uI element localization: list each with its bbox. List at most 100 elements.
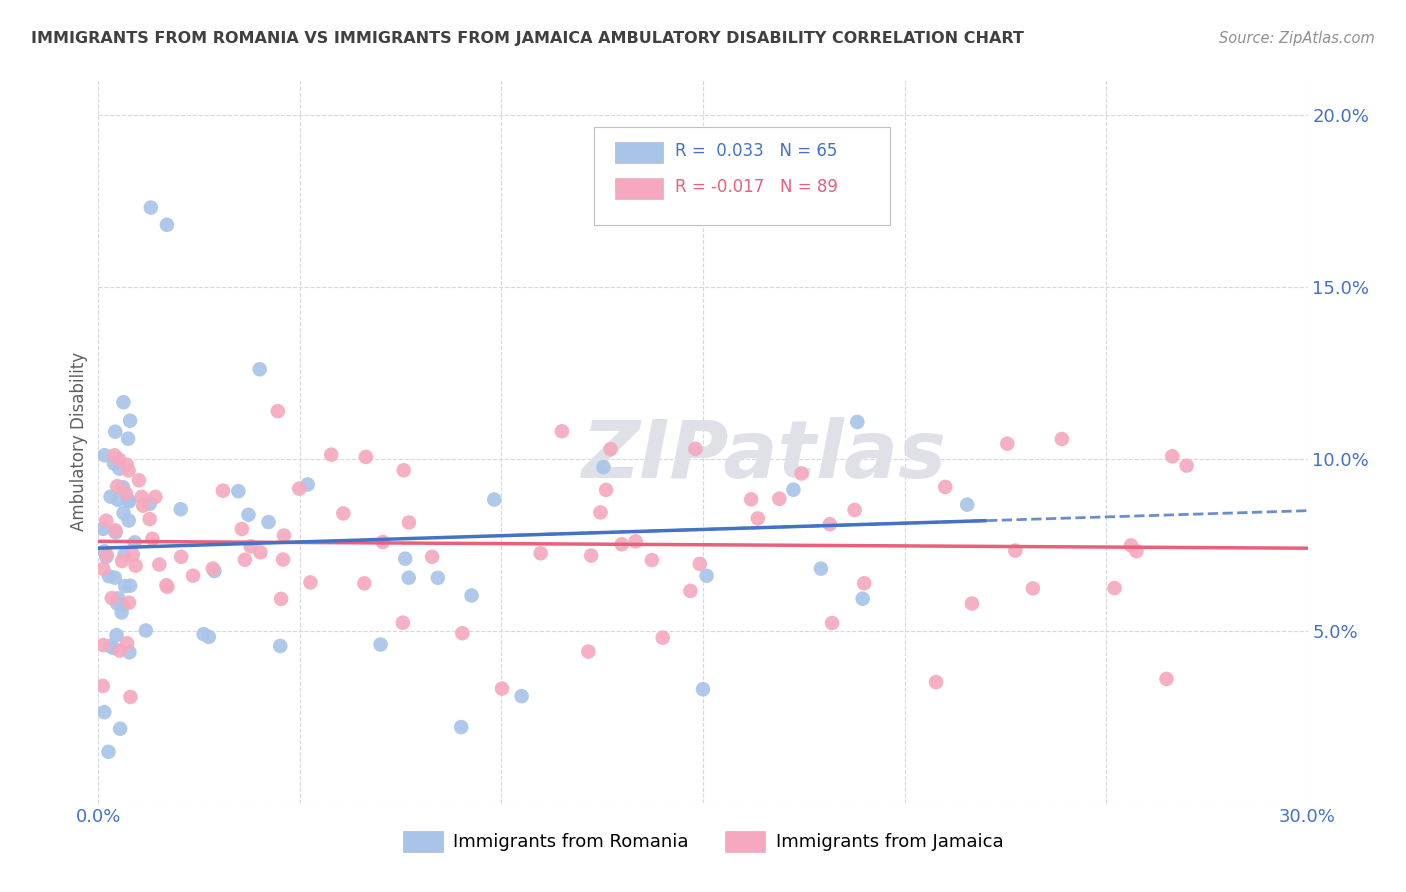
Point [782, 483, 804, 497]
Point [925, 675, 948, 690]
Point [354, 450, 377, 464]
Point [115, 486, 138, 500]
Point [212, 483, 235, 498]
Point [353, 576, 375, 591]
Point [589, 505, 612, 519]
Point [104, 425, 127, 439]
Point [510, 689, 533, 703]
Point [491, 681, 513, 696]
Point [1104, 581, 1126, 595]
Point [853, 576, 876, 591]
Point [112, 506, 135, 520]
Point [1004, 543, 1026, 558]
FancyBboxPatch shape [595, 128, 890, 225]
Point [692, 682, 714, 697]
Point [124, 535, 146, 549]
Point [131, 490, 153, 504]
Point [1125, 544, 1147, 558]
Point [579, 549, 602, 563]
Point [114, 579, 136, 593]
Point [112, 395, 135, 409]
Point [107, 591, 129, 606]
Point [138, 512, 160, 526]
Point [145, 490, 167, 504]
Point [595, 483, 617, 497]
Point [98, 639, 121, 653]
Point [108, 722, 131, 736]
Point [740, 492, 762, 507]
Point [97, 569, 120, 583]
Point [768, 491, 790, 506]
Text: Source: ZipAtlas.com: Source: ZipAtlas.com [1219, 31, 1375, 46]
Point [1119, 538, 1142, 552]
Point [111, 599, 134, 613]
Point [96, 514, 118, 528]
Text: IMMIGRANTS FROM ROMANIA VS IMMIGRANTS FROM JAMAICA AMBULATORY DISABILITY CORRELA: IMMIGRANTS FROM ROMANIA VS IMMIGRANTS FR… [31, 31, 1024, 46]
Point [852, 591, 875, 606]
Point [170, 549, 193, 564]
Point [118, 596, 141, 610]
Point [103, 448, 125, 462]
Point [118, 494, 141, 508]
Point [156, 580, 179, 594]
Point [105, 479, 128, 493]
Point [392, 615, 415, 630]
Point [420, 549, 443, 564]
Point [132, 499, 155, 513]
Point [148, 558, 170, 572]
Point [228, 484, 250, 499]
Point [97, 745, 120, 759]
Point [689, 557, 711, 571]
Point [128, 473, 150, 487]
Point [117, 492, 139, 507]
Point [592, 460, 614, 475]
Point [91, 562, 114, 576]
Point [139, 201, 162, 215]
Point [108, 643, 131, 657]
Point [202, 564, 225, 578]
Point [101, 591, 124, 606]
Point [844, 503, 866, 517]
Point [651, 631, 673, 645]
Point [451, 626, 474, 640]
Point [108, 461, 131, 475]
Point [135, 624, 157, 638]
Text: ZIPatlas: ZIPatlas [581, 417, 946, 495]
Point [460, 589, 482, 603]
Point [170, 502, 193, 516]
Point [231, 522, 253, 536]
Point [121, 548, 143, 562]
Point [576, 644, 599, 658]
Point [96, 548, 118, 562]
FancyBboxPatch shape [614, 142, 664, 163]
Point [108, 452, 131, 467]
Point [201, 561, 224, 575]
Point [297, 477, 319, 491]
Point [91, 638, 114, 652]
Point [156, 218, 179, 232]
Point [450, 720, 472, 734]
Point [641, 553, 664, 567]
Point [138, 497, 160, 511]
Point [117, 463, 139, 477]
Point [624, 534, 647, 549]
Point [810, 561, 832, 575]
Point [1022, 582, 1045, 596]
Point [249, 545, 271, 559]
Point [271, 552, 294, 566]
Legend: Immigrants from Romania, Immigrants from Jamaica: Immigrants from Romania, Immigrants from… [395, 823, 1011, 859]
Point [267, 404, 290, 418]
Point [141, 532, 163, 546]
Point [821, 615, 844, 630]
Point [198, 630, 221, 644]
Point [1161, 450, 1184, 464]
Point [551, 424, 574, 438]
Point [321, 448, 343, 462]
Point [934, 480, 956, 494]
Point [1156, 672, 1178, 686]
Point [685, 442, 707, 456]
Point [238, 508, 260, 522]
Point [956, 498, 979, 512]
Point [270, 591, 292, 606]
Point [484, 492, 506, 507]
